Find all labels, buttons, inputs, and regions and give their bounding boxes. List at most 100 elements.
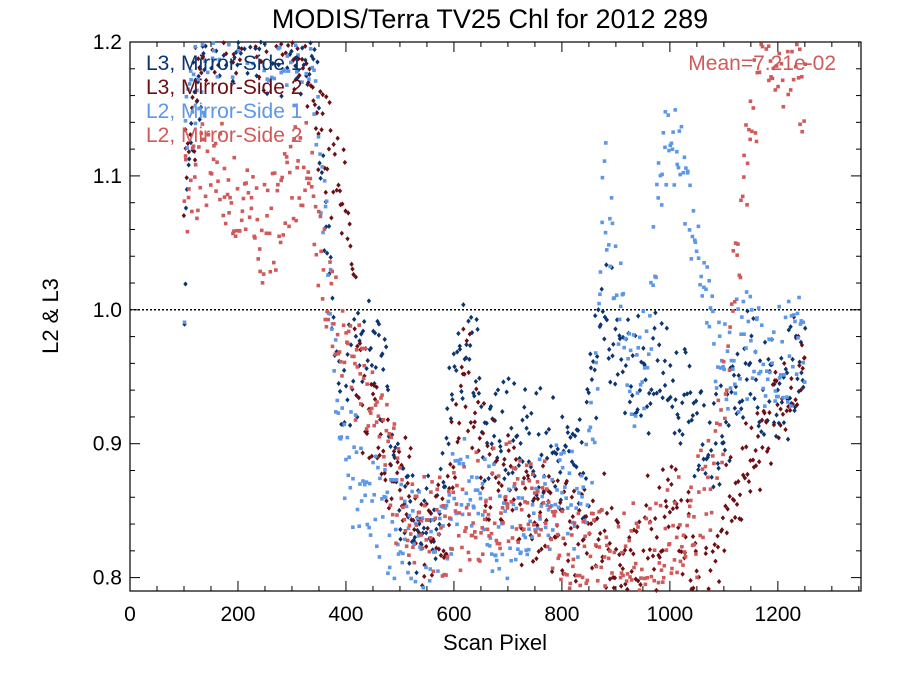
series-2-point [764, 419, 769, 425]
series-4-point [300, 203, 305, 208]
series-4-point [265, 188, 270, 193]
series-2-point [312, 102, 318, 108]
series-4-point [515, 477, 520, 481]
series-4-point [377, 434, 382, 439]
series-4-point [568, 581, 573, 586]
series-2-point [184, 175, 189, 181]
series-3-point [798, 322, 803, 326]
series-1-point [324, 250, 330, 256]
series-1-point [716, 465, 721, 471]
series-1-point [683, 349, 688, 355]
series-3-point [355, 507, 360, 512]
series-2-point [476, 448, 481, 454]
series-4-point [385, 402, 389, 407]
series-3-point [500, 552, 505, 557]
series-4-point [288, 144, 293, 149]
series-2-point [583, 513, 589, 520]
series-1-point [383, 344, 389, 350]
series-2-point [651, 566, 657, 572]
series-3-point [511, 502, 516, 507]
series-4-point [702, 487, 707, 491]
series-4-point [262, 182, 267, 187]
series-2-point [369, 453, 374, 459]
series-2-point [526, 513, 532, 519]
series-4-point [445, 555, 450, 559]
series-4-point [417, 510, 422, 515]
series-4-point [464, 526, 468, 530]
series-3-point [575, 486, 579, 491]
series-4-point [328, 260, 332, 264]
series-2-point [708, 567, 713, 574]
series-1-point [472, 393, 477, 399]
series-4-point [427, 549, 432, 554]
series-3-point [444, 503, 449, 508]
series-2-point [784, 408, 789, 414]
series-4-point [600, 508, 604, 512]
series-2-point [664, 503, 669, 510]
series-1-point [506, 471, 511, 477]
series-3-point [470, 475, 474, 479]
series-1-point [452, 364, 457, 370]
series-4-point [410, 482, 415, 486]
series-2-point [391, 448, 397, 454]
series-4-point [661, 575, 666, 580]
series-3-point [738, 377, 742, 381]
series-4-point [324, 324, 329, 329]
series-4-point [464, 506, 469, 510]
series-1-point [457, 346, 463, 352]
series-4-point [795, 42, 799, 47]
series-3-point [696, 224, 701, 229]
series-4-point [603, 584, 607, 588]
series-3-point [656, 196, 660, 200]
series-1-point [711, 484, 716, 490]
series-3-point [361, 479, 365, 483]
series-4-point [376, 414, 381, 419]
series-4-point [729, 302, 734, 306]
series-3-point [732, 359, 736, 363]
series-3-point [383, 495, 388, 500]
series-3-point [579, 473, 584, 478]
series-1-point [709, 474, 714, 480]
series-2-point [611, 585, 617, 591]
series-4-point [740, 194, 745, 199]
series-3-point [777, 376, 782, 380]
series-2-point [673, 466, 678, 473]
series-2-point [524, 468, 529, 475]
series-3-point [789, 404, 793, 408]
series-3-point [746, 319, 751, 324]
series-3-point [413, 579, 418, 584]
series-1-point [682, 346, 687, 352]
series-3-point [262, 68, 267, 73]
series-4-point [521, 481, 525, 486]
series-3-point [342, 422, 347, 427]
series-4-point [400, 477, 404, 482]
series-3-point [526, 547, 531, 552]
series-4-point [671, 523, 675, 528]
series-4-point [453, 509, 458, 513]
series-4-point [211, 157, 216, 162]
series-1-point [795, 376, 800, 382]
series-3-point [742, 332, 746, 336]
series-4-point [348, 324, 353, 328]
series-2-point [259, 59, 264, 65]
series-2-point [793, 397, 798, 403]
series-1-point [670, 404, 675, 410]
series-3-point [744, 346, 748, 350]
series-3-point [497, 566, 501, 571]
series-4-point [654, 501, 658, 506]
series-4-point [308, 176, 313, 181]
series-4-point [748, 99, 753, 104]
series-2-point [341, 147, 346, 153]
series-1-point [706, 452, 711, 458]
series-4-point [764, 47, 769, 51]
series-3-point [227, 42, 231, 47]
series-3-point [584, 442, 589, 447]
series-1-point [627, 399, 633, 405]
series-1-point [186, 162, 191, 168]
series-2-point [706, 586, 711, 592]
series-2-point [424, 543, 429, 550]
series-3-point [608, 264, 612, 269]
series-3-point [427, 578, 432, 583]
series-2-point [388, 461, 393, 467]
series-4-point [387, 431, 392, 436]
